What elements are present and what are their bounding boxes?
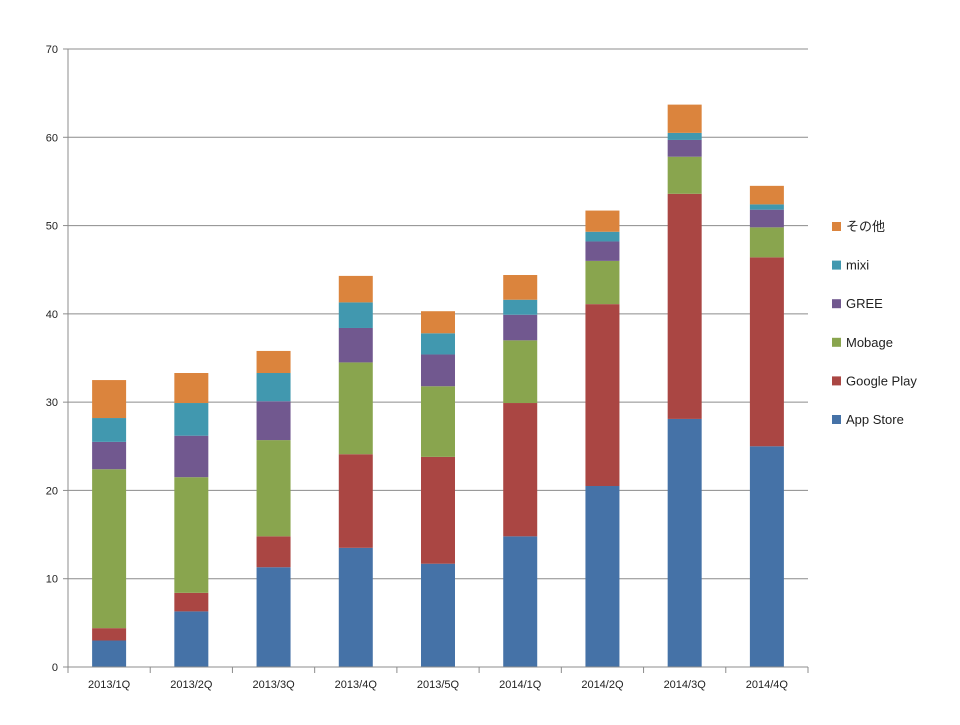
bar-segment xyxy=(92,418,127,442)
bar-segment xyxy=(749,446,784,667)
legend: その他 mixi GREE Mobage Google Play App Store xyxy=(832,219,917,427)
bar-segment xyxy=(174,477,209,593)
x-tick-label: 2013/2Q xyxy=(170,679,213,691)
y-tick-label: 70 xyxy=(46,44,58,56)
bar-segment xyxy=(585,241,620,261)
legend-label: Google Play xyxy=(846,373,917,388)
bar-segment xyxy=(174,611,209,667)
bar-segment xyxy=(667,139,702,157)
bar-segment xyxy=(174,592,209,612)
bar-segment xyxy=(421,386,455,457)
legend-label: その他 xyxy=(846,219,885,234)
bar-segment xyxy=(421,333,455,355)
bar-segment xyxy=(749,209,784,228)
bar-segment xyxy=(503,403,538,537)
legend-label: Mobage xyxy=(846,335,893,350)
bar-segment xyxy=(667,132,702,140)
y-tick-label: 50 xyxy=(46,221,58,233)
y-tick-label: 10 xyxy=(46,574,58,586)
bar-segment xyxy=(421,456,455,564)
bar-segment xyxy=(667,156,702,194)
bar-segment xyxy=(503,536,538,667)
x-tick-label: 2014/2Q xyxy=(581,679,624,691)
bar-segment xyxy=(92,469,127,629)
bar-segment xyxy=(585,210,620,232)
bar-segment xyxy=(338,362,373,455)
bar-segment xyxy=(667,193,702,419)
y-tick-label: 20 xyxy=(46,485,58,497)
legend-label: mixi xyxy=(846,258,869,273)
bar-segment xyxy=(667,104,702,133)
legend-swatch xyxy=(832,260,841,270)
legend-swatch xyxy=(832,415,841,424)
bar-segment xyxy=(421,354,455,387)
axes: 0 10 20 30 40 50 60 70 2013/1Q 2013/2Q 2013/3Q 2013… xyxy=(46,44,809,691)
bar-segment xyxy=(338,547,373,667)
bar-segment xyxy=(503,340,538,404)
y-tick-label: 0 xyxy=(52,662,58,674)
bar-segment xyxy=(256,401,291,441)
y-tick-label: 40 xyxy=(46,309,58,321)
bar-segment xyxy=(92,441,127,470)
bar-segment xyxy=(256,440,291,537)
bar-segment xyxy=(749,204,784,210)
bar-segment xyxy=(749,257,784,447)
bar-segment xyxy=(338,327,373,363)
x-tick-label: 2013/5Q xyxy=(417,679,460,691)
bar-segment xyxy=(256,567,291,667)
legend-label: GREE xyxy=(846,296,883,311)
bar-segment xyxy=(338,302,373,328)
bar-segment xyxy=(338,275,373,303)
bar-segment xyxy=(174,403,209,436)
bar-segment xyxy=(749,227,784,258)
legend-swatch xyxy=(832,222,841,231)
bar-segment xyxy=(256,350,291,374)
bar-segment xyxy=(503,299,538,315)
legend-swatch xyxy=(832,376,841,386)
bars xyxy=(92,104,784,667)
y-tick-label: 60 xyxy=(46,132,58,144)
bar-segment xyxy=(585,260,620,305)
bar-segment xyxy=(92,640,127,667)
bar-segment xyxy=(421,563,455,667)
bar-segment xyxy=(421,311,455,334)
bar-segment xyxy=(338,454,373,548)
bar-segment xyxy=(667,418,702,667)
bar-segment xyxy=(503,314,538,341)
y-tick-label: 30 xyxy=(46,397,58,409)
legend-label: App Store xyxy=(846,412,904,427)
legend-swatch xyxy=(832,299,841,309)
bar-segment xyxy=(585,231,620,242)
x-tick-label: 2013/3Q xyxy=(252,679,295,691)
bar-segment xyxy=(749,185,784,205)
bar-segment xyxy=(92,380,127,419)
bar-segment xyxy=(585,486,620,667)
x-tick-label: 2013/4Q xyxy=(335,679,378,691)
x-tick-label: 2014/4Q xyxy=(746,679,789,691)
bar-segment xyxy=(585,304,620,487)
x-tick-label: 2014/3Q xyxy=(664,679,707,691)
x-tick-label: 2014/1Q xyxy=(499,679,542,691)
bar-segment xyxy=(503,275,538,300)
legend-swatch xyxy=(832,337,841,347)
x-tick-label: 2013/1Q xyxy=(88,679,131,691)
bar-segment xyxy=(256,373,291,402)
bar-segment xyxy=(256,536,291,568)
bar-segment xyxy=(174,373,209,404)
bar-segment xyxy=(92,628,127,641)
bar-segment xyxy=(174,435,209,478)
